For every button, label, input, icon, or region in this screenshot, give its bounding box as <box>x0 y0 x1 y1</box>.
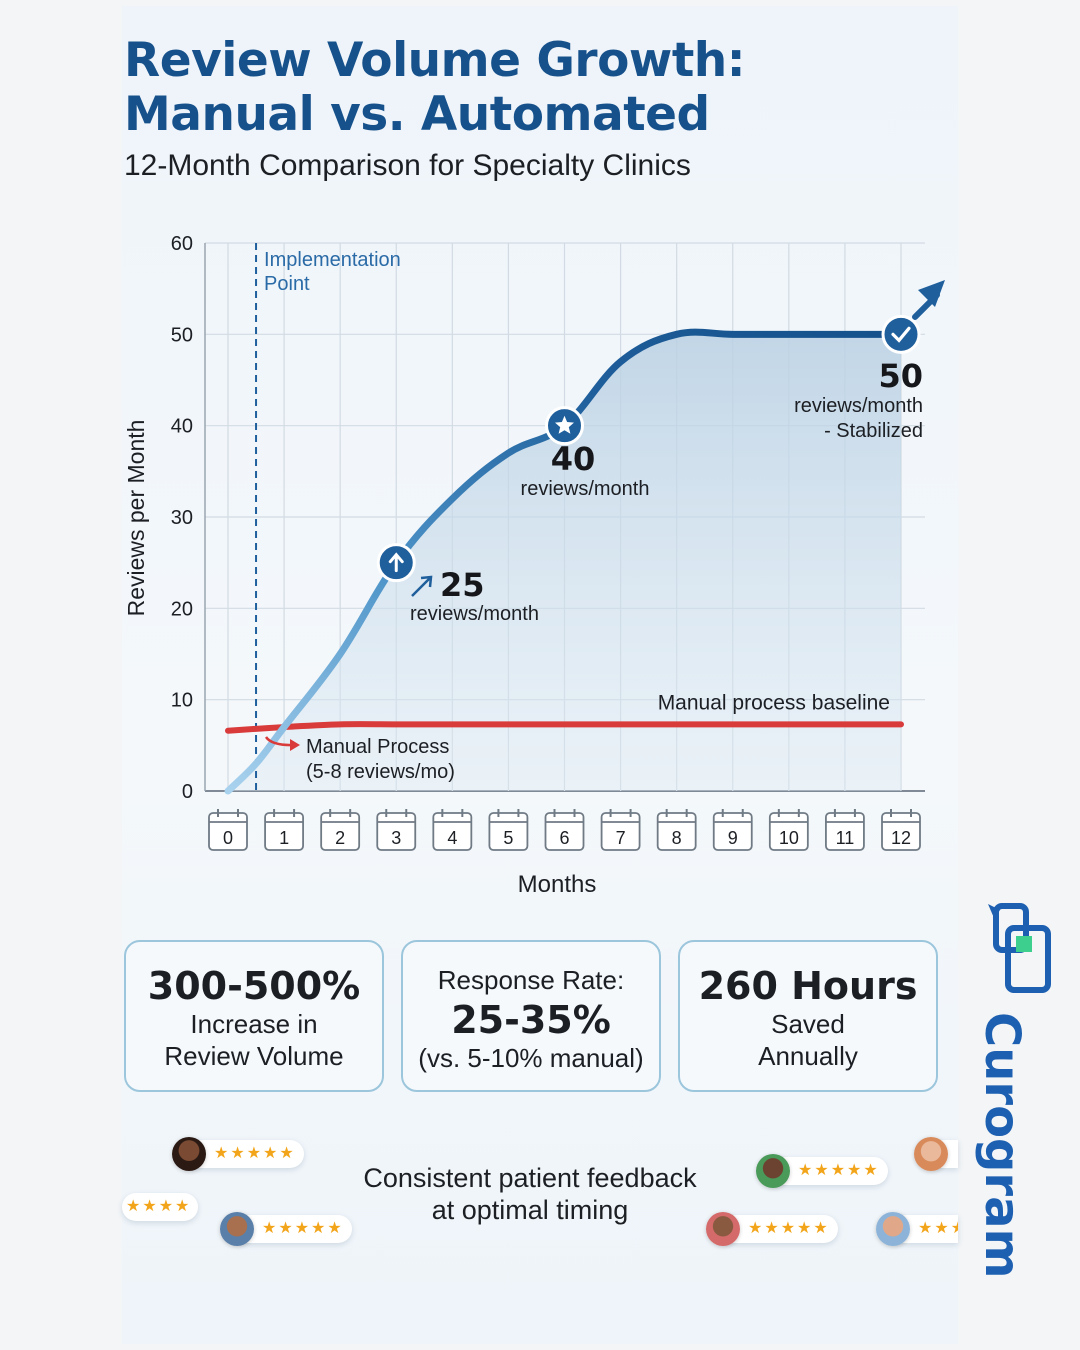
brand-name: Curogram <box>974 1012 1030 1279</box>
calendar-icon: 7 <box>600 809 641 851</box>
x-tick-label: 3 <box>391 828 401 848</box>
patient-avatar-icon <box>914 1137 948 1171</box>
marker-badge <box>881 314 921 354</box>
calendar-icon: 5 <box>488 809 529 851</box>
marker-value: 25 <box>440 566 485 604</box>
stat-card-volume-increase: 300-500% Increase in Review Volume <box>124 940 384 1092</box>
x-tick-label: 1 <box>279 828 289 848</box>
x-tick-label: 10 <box>779 828 799 848</box>
x-tick-label: 8 <box>672 828 682 848</box>
feedback-caption: Consistent patient feedback at optimal t… <box>340 1162 720 1226</box>
x-tick-label: 6 <box>559 828 569 848</box>
marker-value: 50 <box>878 357 923 395</box>
arrow-up-icon <box>388 552 404 573</box>
calendar-icon: 11 <box>825 809 865 851</box>
patient-avatar-icon <box>876 1212 910 1246</box>
calendar-icon: 4 <box>432 809 473 851</box>
patient-avatar-icon <box>706 1212 740 1246</box>
stat-response-value: 25-35% <box>451 998 611 1042</box>
patient-avatar-icon <box>756 1154 790 1188</box>
implementation-label-line1: Implementation <box>264 249 401 271</box>
calendar-icon: 8 <box>656 809 697 851</box>
stat-card-response-rate: Response Rate: 25-35% (vs. 5-10% manual) <box>401 940 661 1092</box>
patient-avatar-icon <box>172 1137 206 1171</box>
growth-line-chart: Implementation Point Manual process base… <box>123 233 945 898</box>
manual-pointer-arrowhead-icon <box>290 739 300 751</box>
marker-value: 40 <box>551 440 596 478</box>
feedback-line1: Consistent patient feedback <box>363 1163 697 1193</box>
calendar-icon: 9 <box>712 809 753 851</box>
calendar-icon: 3 <box>376 809 417 851</box>
stat-volume-line2: Review Volume <box>164 1041 344 1071</box>
manual-annotation-line1: Manual Process <box>306 736 449 758</box>
manual-baseline-label: Manual process baseline <box>658 691 890 714</box>
calendar-icon: 0 <box>208 809 248 851</box>
x-tick-label: 4 <box>447 828 457 848</box>
manual-annotation-line2: (5-8 reviews/mo) <box>306 761 455 783</box>
y-tick-label: 60 <box>171 233 193 255</box>
automated-area-fill <box>228 332 901 791</box>
marker-unit-secondary: - Stabilized <box>824 420 923 442</box>
x-tick-label: 5 <box>503 828 513 848</box>
stat-hours-value: 260 Hours <box>698 964 918 1008</box>
x-tick-label: 0 <box>223 828 233 848</box>
y-tick-label: 0 <box>182 781 193 803</box>
marker-unit: reviews/month <box>410 603 539 625</box>
x-axis-label: Months <box>518 871 597 898</box>
calendar-icon: 12 <box>881 809 921 851</box>
x-tick-label: 9 <box>728 828 738 848</box>
y-tick-label: 30 <box>171 507 193 529</box>
automated-series-line <box>224 328 905 795</box>
stat-response-comparison: (vs. 5-10% manual) <box>418 1043 644 1073</box>
marker-unit: reviews/month <box>794 395 923 417</box>
x-axis-ticks: 0 1 2 3 4 5 6 7 8 9 10 11 12 <box>208 809 921 851</box>
page-subtitle: 12-Month Comparison for Specialty Clinic… <box>124 149 691 182</box>
title-line-1: Review Volume Growth: <box>124 33 746 88</box>
y-tick-label: 40 <box>171 416 193 438</box>
calendar-icon: 6 <box>544 809 585 851</box>
x-tick-label: 12 <box>891 828 911 848</box>
trend-arrow-icon <box>912 280 945 320</box>
y-axis-ticks: 0 10 20 30 40 50 60 <box>171 233 193 803</box>
y-tick-label: 10 <box>171 690 193 712</box>
y-tick-label: 50 <box>171 324 193 346</box>
stat-volume-line1: Increase in <box>190 1009 318 1039</box>
stat-hours-line2: Annually <box>758 1041 858 1071</box>
calendar-icon: 1 <box>264 809 304 851</box>
title-line-2: Manual vs. Automated <box>124 87 710 142</box>
stat-hours-line1: Saved <box>771 1009 845 1039</box>
implementation-label-line2: Point <box>264 273 310 295</box>
calendar-icon: 2 <box>320 809 361 851</box>
trend-up-icon <box>411 575 433 597</box>
calendar-icon: 10 <box>768 809 809 851</box>
check-icon <box>891 326 911 343</box>
curogram-logo-icon <box>988 903 1051 993</box>
stat-card-hours-saved: 260 Hours Saved Annually <box>678 940 938 1092</box>
y-axis-label: Reviews per Month <box>123 420 149 617</box>
page-title: Review Volume Growth: Manual vs. Automat… <box>124 33 746 142</box>
stat-response-label: Response Rate: <box>437 965 625 995</box>
x-tick-label: 2 <box>335 828 345 848</box>
manual-series-line <box>225 721 904 734</box>
marker-unit: reviews/month <box>521 478 650 500</box>
y-tick-label: 20 <box>171 598 193 620</box>
x-tick-label: 11 <box>836 828 855 848</box>
patient-avatar-icon <box>220 1212 254 1246</box>
feedback-line2: at optimal timing <box>431 1195 629 1225</box>
star-icon <box>555 415 574 434</box>
milestone-markers: 25reviews/month40reviews/month50reviews/… <box>376 314 923 625</box>
stat-volume-value: 300-500% <box>147 964 361 1008</box>
x-tick-label: 7 <box>616 828 626 848</box>
review-rating-badge: ★★★★ <box>122 1193 198 1221</box>
